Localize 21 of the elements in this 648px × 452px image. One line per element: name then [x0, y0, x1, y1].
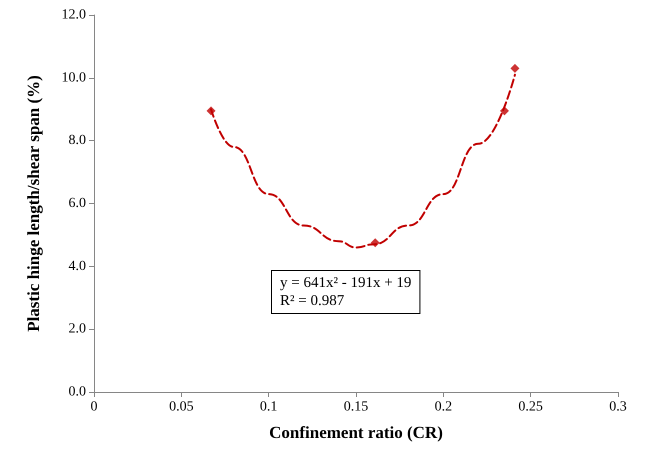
y-tick-label: 10.0: [62, 70, 86, 86]
y-tick-label: 6.0: [68, 196, 86, 211]
x-tick-label: 0.25: [518, 400, 543, 414]
x-tick-label: 0.05: [169, 400, 194, 414]
x-tick-label: 0: [90, 400, 98, 414]
point: [370, 238, 380, 248]
x-tick-label: 0.3: [609, 400, 627, 414]
x-axis-title: Confinement ratio (CR): [269, 423, 443, 442]
x-tick-label: 0.1: [260, 400, 278, 414]
point: [206, 106, 216, 116]
y-axis-title: Plastic hinge length/shear span (%): [24, 75, 43, 332]
x-tick-label: 0.2: [434, 400, 452, 414]
point: [500, 106, 509, 116]
y-tick-label: 0.0: [68, 384, 86, 400]
y-tick-label: 4.0: [68, 258, 86, 274]
y-tick-label: 2.0: [68, 322, 86, 337]
point: [510, 64, 520, 73]
x-tick-label: 0.15: [344, 400, 368, 414]
y-tick-label: 12.0: [62, 8, 86, 22]
y-tick-label: 8.0: [68, 133, 86, 148]
annotation: y = 641x² - 191x + 19 R² = 0.987: [280, 275, 412, 309]
